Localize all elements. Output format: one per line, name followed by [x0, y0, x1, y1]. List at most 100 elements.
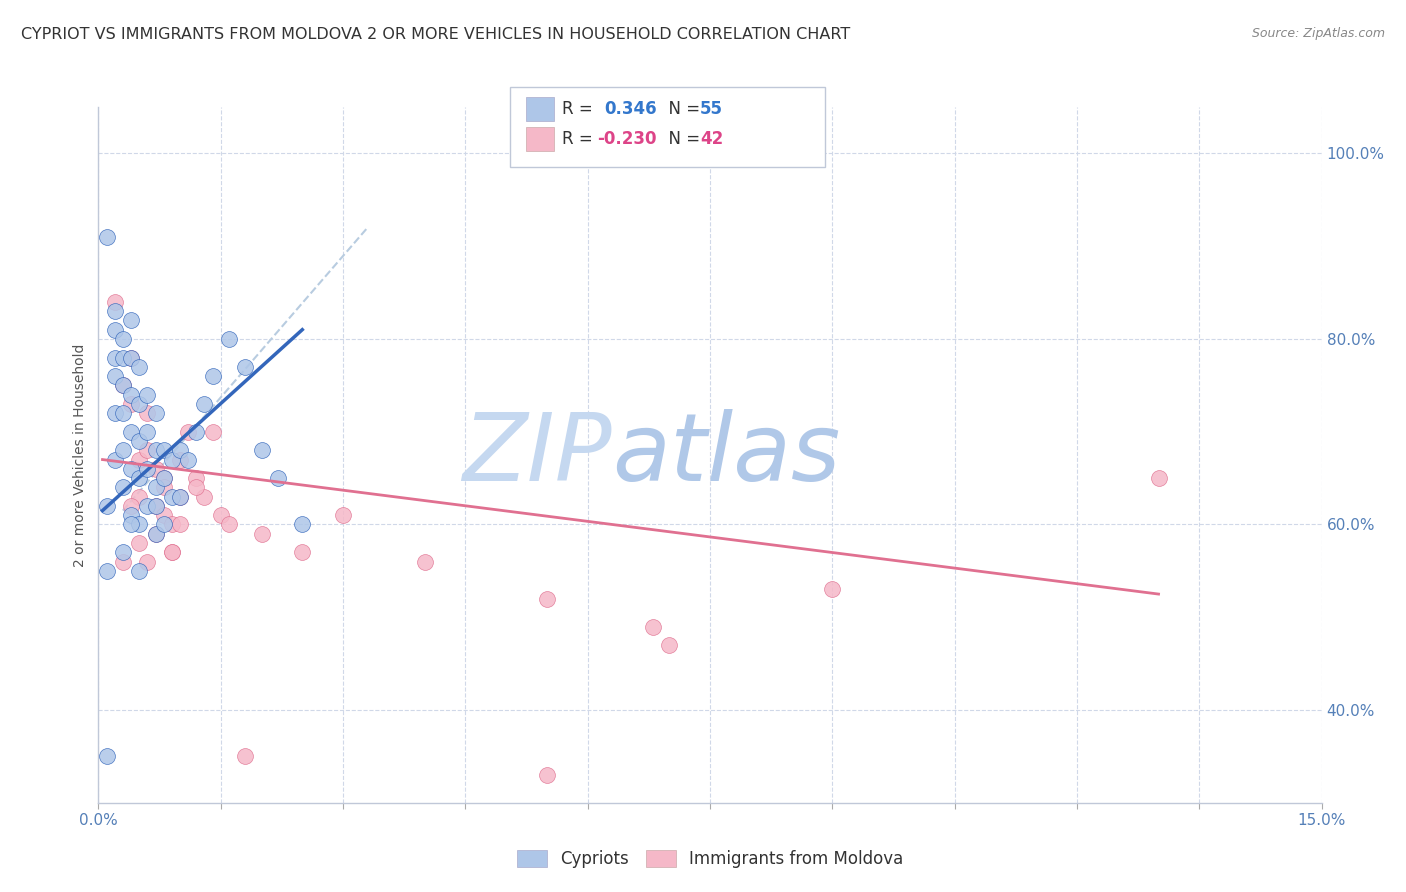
- Point: [96, 499, 118, 513]
- Point: [104, 323, 127, 337]
- Point: [111, 378, 134, 392]
- Point: [169, 517, 191, 532]
- Point: [152, 471, 174, 485]
- Point: [218, 517, 240, 532]
- Point: [128, 452, 150, 467]
- Point: [641, 619, 664, 633]
- Point: [218, 332, 240, 346]
- Point: [104, 452, 127, 467]
- Point: [120, 499, 142, 513]
- Point: [536, 591, 558, 606]
- Point: [128, 397, 150, 411]
- Point: [111, 443, 134, 458]
- Point: [145, 499, 167, 513]
- Point: [128, 536, 150, 550]
- Point: [160, 545, 183, 559]
- Point: [96, 564, 118, 578]
- Point: [233, 359, 256, 374]
- Point: [120, 387, 142, 401]
- Point: [177, 452, 200, 467]
- Point: [120, 397, 142, 411]
- Point: [145, 462, 167, 476]
- Point: [145, 480, 167, 494]
- Point: [120, 351, 142, 365]
- Point: [104, 294, 127, 309]
- Point: [332, 508, 354, 523]
- Text: R =: R =: [562, 100, 603, 119]
- Point: [136, 443, 159, 458]
- Point: [128, 434, 150, 448]
- Point: [413, 555, 436, 569]
- Point: [160, 490, 183, 504]
- Point: [250, 526, 273, 541]
- Point: [120, 351, 142, 365]
- Point: [120, 462, 142, 476]
- Point: [201, 425, 224, 439]
- Point: [658, 638, 681, 652]
- Legend: Cypriots, Immigrants from Moldova: Cypriots, Immigrants from Moldova: [510, 843, 910, 874]
- Point: [111, 378, 134, 392]
- Point: [267, 471, 290, 485]
- Point: [201, 369, 224, 384]
- Y-axis label: 2 or more Vehicles in Household: 2 or more Vehicles in Household: [73, 343, 87, 566]
- Point: [291, 517, 314, 532]
- Text: 0.346: 0.346: [605, 100, 657, 119]
- Point: [152, 480, 174, 494]
- Point: [128, 359, 150, 374]
- Point: [136, 425, 159, 439]
- Point: [536, 768, 558, 782]
- Point: [152, 471, 174, 485]
- Point: [104, 351, 127, 365]
- Point: [111, 545, 134, 559]
- Point: [209, 508, 232, 523]
- Point: [160, 517, 183, 532]
- Point: [111, 351, 134, 365]
- Point: [1147, 471, 1170, 485]
- Point: [128, 490, 150, 504]
- Point: [96, 749, 118, 764]
- Point: [193, 397, 215, 411]
- Point: [145, 406, 167, 420]
- Text: Source: ZipAtlas.com: Source: ZipAtlas.com: [1251, 27, 1385, 40]
- Text: ZIP: ZIP: [463, 409, 612, 500]
- Text: atlas: atlas: [612, 409, 841, 500]
- Point: [104, 369, 127, 384]
- Text: N =: N =: [658, 129, 706, 148]
- Point: [120, 425, 142, 439]
- Point: [136, 499, 159, 513]
- Point: [104, 406, 127, 420]
- Point: [186, 480, 208, 494]
- Point: [145, 499, 167, 513]
- Point: [152, 517, 174, 532]
- Point: [160, 452, 183, 467]
- Point: [96, 230, 118, 244]
- Point: [128, 471, 150, 485]
- Point: [250, 443, 273, 458]
- Point: [120, 508, 142, 523]
- Text: CYPRIOT VS IMMIGRANTS FROM MOLDOVA 2 OR MORE VEHICLES IN HOUSEHOLD CORRELATION C: CYPRIOT VS IMMIGRANTS FROM MOLDOVA 2 OR …: [21, 27, 851, 42]
- Point: [193, 490, 215, 504]
- Point: [136, 555, 159, 569]
- Point: [177, 425, 200, 439]
- Point: [169, 443, 191, 458]
- Text: 55: 55: [700, 100, 723, 119]
- Text: -0.230: -0.230: [598, 129, 657, 148]
- Text: 42: 42: [700, 129, 724, 148]
- Point: [233, 749, 256, 764]
- Point: [120, 517, 142, 532]
- Point: [104, 304, 127, 318]
- Point: [186, 471, 208, 485]
- Point: [120, 313, 142, 327]
- Point: [111, 406, 134, 420]
- Point: [111, 332, 134, 346]
- Point: [145, 526, 167, 541]
- Point: [136, 387, 159, 401]
- Point: [152, 443, 174, 458]
- Point: [169, 490, 191, 504]
- Point: [169, 490, 191, 504]
- Point: [128, 517, 150, 532]
- Point: [291, 545, 314, 559]
- Point: [821, 582, 844, 597]
- Point: [152, 508, 174, 523]
- Point: [111, 555, 134, 569]
